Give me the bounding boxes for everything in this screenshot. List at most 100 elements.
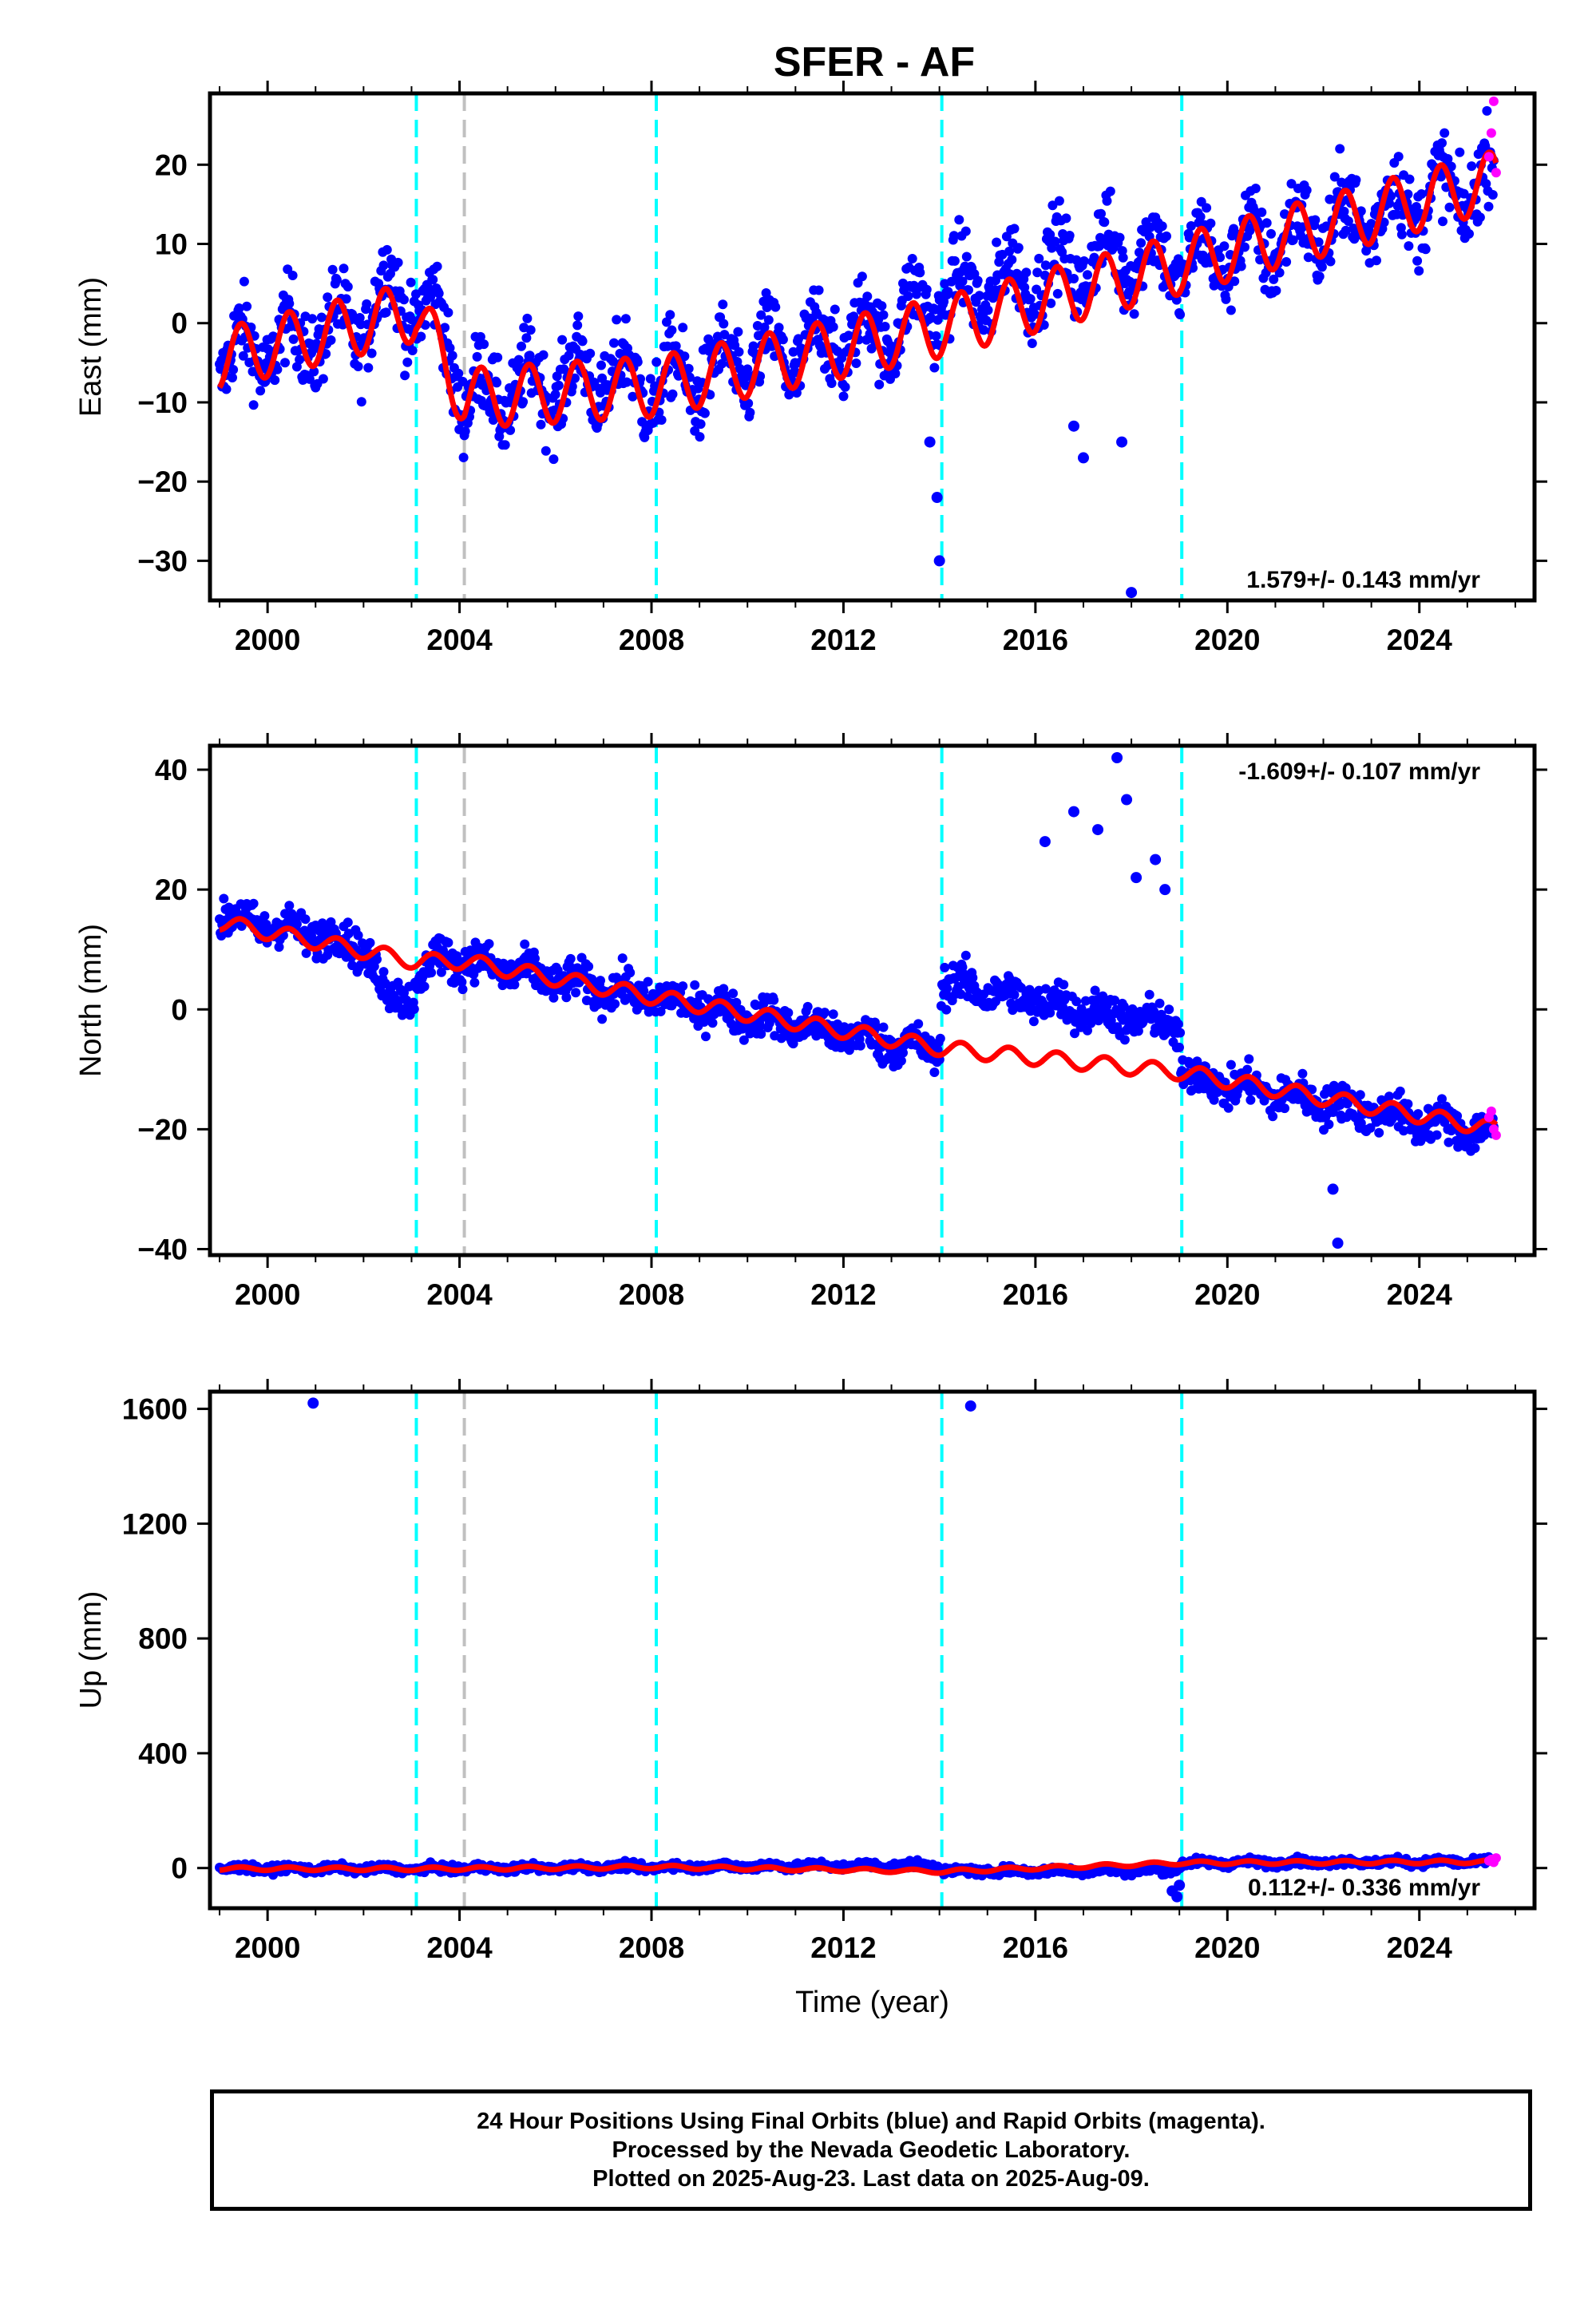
final-orbit-point: [565, 953, 576, 964]
final-orbit-point: [479, 339, 489, 350]
final-orbit-point: [365, 937, 375, 948]
y-tick-label: 0: [171, 993, 188, 1026]
final-orbit-point: [1414, 266, 1424, 276]
final-orbit-point: [1219, 241, 1230, 252]
final-orbit-point: [1366, 219, 1376, 229]
final-orbit-point: [505, 425, 516, 435]
final-orbit-point: [538, 350, 549, 360]
final-orbit-point: [1412, 202, 1421, 212]
final-orbit-point: [1064, 231, 1075, 240]
final-orbit-point: [248, 366, 258, 377]
final-orbit-point: [957, 276, 968, 287]
final-orbit-point: [857, 271, 867, 282]
final-orbit-point: [762, 303, 772, 312]
final-orbit-point: [1355, 1090, 1365, 1100]
outlier-point: [1067, 806, 1079, 818]
final-orbit-point: [851, 358, 861, 368]
final-orbit-point: [921, 284, 932, 295]
outlier-point: [1092, 824, 1104, 836]
outlier-point: [1131, 872, 1143, 884]
outlier-point: [1121, 794, 1133, 806]
outlier-point: [931, 492, 943, 504]
final-orbit-point: [1226, 1059, 1236, 1070]
final-orbit-point: [557, 335, 568, 345]
final-orbit-point: [1061, 213, 1071, 224]
final-orbit-point: [1171, 295, 1182, 305]
plot-area: [215, 1392, 1501, 1908]
final-orbit-point: [513, 354, 524, 365]
final-orbit-point: [756, 310, 766, 320]
final-orbit-point: [645, 374, 655, 384]
x-tick-label: 2020: [1194, 624, 1260, 656]
final-orbit-point: [695, 419, 706, 430]
final-orbit-point: [1286, 179, 1297, 189]
final-orbit-point: [1090, 985, 1100, 996]
final-orbit-point: [915, 267, 925, 278]
final-orbit-point: [1464, 228, 1474, 239]
final-orbit-point: [968, 972, 978, 983]
footer-line-1: 24 Hour Positions Using Final Orbits (bl…: [477, 2109, 1265, 2134]
x-tick-label: 2024: [1387, 1278, 1453, 1311]
final-orbit-point: [255, 386, 266, 396]
final-orbit-point: [316, 312, 327, 323]
plot-area: [215, 746, 1501, 1255]
final-orbit-point: [339, 263, 349, 274]
final-orbit-point: [1186, 221, 1196, 231]
final-orbit-point: [1393, 152, 1404, 162]
final-orbit-point: [438, 945, 448, 956]
east-panel: 2000 2004 2008 2012 2016 2020 2024−30−20−10010…: [74, 81, 1547, 656]
final-orbit-point: [1261, 218, 1272, 228]
final-orbit-point: [960, 950, 971, 960]
final-orbit-point: [1335, 144, 1345, 154]
final-orbit-point: [1325, 256, 1336, 267]
y-tick-label: −20: [137, 465, 188, 498]
final-orbit-point: [1223, 1103, 1234, 1113]
final-orbit-point: [399, 295, 409, 305]
final-orbit-point: [889, 1052, 900, 1062]
final-orbit-point: [1396, 229, 1407, 240]
final-orbit-point: [1416, 189, 1427, 199]
y-axis-label: Up (mm): [74, 1591, 108, 1709]
final-orbit-point: [1144, 989, 1154, 1000]
final-orbit-point: [1162, 231, 1171, 241]
final-orbit-point: [488, 415, 498, 425]
final-orbit-point: [248, 400, 259, 410]
final-orbit-point: [234, 303, 244, 313]
final-orbit-point: [571, 988, 581, 998]
final-orbit-point: [1483, 201, 1494, 212]
final-orbit-point: [699, 408, 710, 418]
final-orbit-point: [1110, 995, 1120, 1005]
final-orbit-point: [1288, 235, 1298, 245]
final-orbit-point: [1119, 1035, 1130, 1045]
final-orbit-point: [1192, 1056, 1202, 1067]
x-tick-label: 2008: [619, 1278, 684, 1311]
footer-line-3: Plotted on 2025-Aug-23. Last data on 202…: [592, 2166, 1150, 2192]
final-orbit-point: [739, 1035, 749, 1045]
final-orbit-point: [1047, 200, 1058, 211]
final-orbit-point: [1384, 1091, 1394, 1102]
plot-area: [215, 93, 1501, 600]
y-tick-label: 40: [155, 754, 188, 786]
final-orbit-point: [974, 291, 984, 301]
final-orbit-point: [656, 415, 667, 425]
final-orbit-point: [1174, 1042, 1184, 1052]
final-orbit-point: [1420, 244, 1431, 255]
final-orbit-point: [1212, 1087, 1222, 1097]
final-orbit-point: [331, 275, 342, 285]
final-orbit-point: [731, 997, 742, 1008]
final-orbit-point: [1240, 242, 1249, 252]
final-orbit-point: [493, 352, 503, 362]
final-orbit-point: [1034, 253, 1044, 263]
x-tick-label: 2016: [1003, 624, 1068, 656]
final-orbit-point: [1071, 996, 1082, 1007]
outlier-point: [1332, 1237, 1344, 1249]
final-orbit-point: [521, 333, 532, 343]
final-orbit-point: [1119, 1001, 1129, 1012]
final-orbit-point: [585, 348, 596, 358]
final-orbit-point: [880, 322, 890, 331]
final-orbit-point: [1444, 1137, 1454, 1147]
outlier-point: [1126, 587, 1138, 599]
final-orbit-point: [238, 351, 248, 361]
final-orbit-point: [458, 453, 469, 462]
x-tick-label: 2016: [1003, 1278, 1068, 1311]
